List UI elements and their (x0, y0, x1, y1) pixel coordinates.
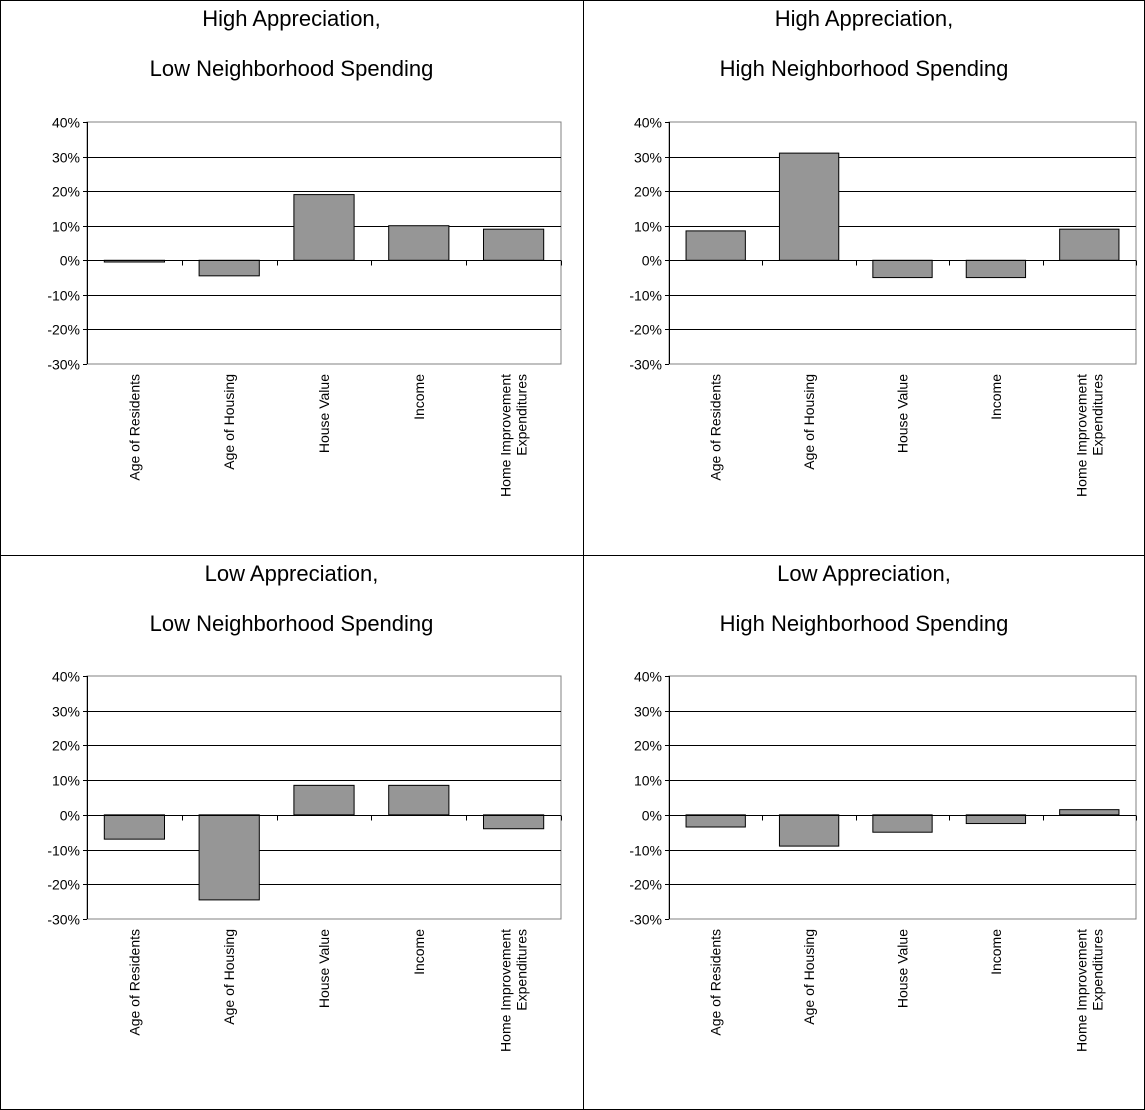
x-category-label: House Value (895, 929, 911, 1008)
bar-age-of-housing (778, 152, 840, 261)
chart-panel-high-appreciation-high-spending: High Appreciation, High Neighborhood Spe… (583, 0, 1145, 555)
x-category-label: House Value (316, 374, 332, 453)
x-category-label: House Value (316, 929, 332, 1008)
y-tick-label: 20% (52, 738, 80, 754)
x-category-label: Age of Residents (708, 929, 724, 1036)
chart-panel-high-appreciation-low-spending: High Appreciation, Low Neighborhood Spen… (0, 0, 583, 555)
y-tick-label: 10% (634, 773, 662, 789)
y-tick-label: -30% (47, 912, 80, 928)
x-category-label: Income (411, 929, 427, 975)
bar-home-improvement-expenditures (483, 228, 545, 261)
y-tick-label: -30% (629, 357, 662, 373)
chart-title-line1: High Appreciation, (774, 6, 954, 31)
y-tick-label: 20% (634, 184, 662, 200)
y-tick-label: -30% (629, 912, 662, 928)
y-tick-label: 30% (634, 704, 662, 720)
frame-horizontal-divider (0, 555, 1145, 556)
x-category-label: Home ImprovementExpenditures (1073, 374, 1105, 497)
bar-age-of-residents (103, 814, 165, 840)
bar-house-value (872, 259, 933, 279)
x-category-label: Income (988, 929, 1004, 975)
y-tick-label: 0% (60, 253, 80, 269)
y-tick-label: -10% (47, 288, 80, 304)
y-tick-label: 30% (52, 704, 80, 720)
x-category-label: House Value (895, 374, 911, 453)
y-tick-label: -20% (47, 877, 80, 893)
y-tick-label: 40% (52, 669, 80, 685)
y-tick-label: 20% (634, 738, 662, 754)
y-tick-label: -30% (47, 357, 80, 373)
x-category-label: Home ImprovementExpenditures (498, 374, 530, 497)
x-category-label: Age of Residents (126, 929, 142, 1036)
x-category-label: Age of Residents (708, 374, 724, 481)
y-tick-label: 0% (642, 253, 662, 269)
bar-income (965, 259, 1027, 279)
bar-home-improvement-expenditures (483, 814, 545, 830)
y-tick-label: -20% (629, 322, 662, 338)
chart-title-line2: High Neighborhood Spending (719, 56, 1009, 81)
bar-age-of-residents (685, 230, 746, 261)
bar-chart: 40% 30% 20% 10% 0% -10% -20% -30% Age of Residen… (47, 115, 562, 497)
bar-home-improvement-expenditures (1059, 809, 1120, 816)
bar-age-of-housing (778, 814, 840, 847)
y-tick-label: 40% (634, 115, 662, 131)
y-tick-label: 40% (52, 115, 80, 131)
y-tick-label: 30% (52, 150, 80, 166)
x-category-label: Income (988, 374, 1004, 420)
x-category-label: Age of Housing (221, 374, 237, 470)
y-tick-label: 10% (634, 219, 662, 235)
y-tick-label: -10% (629, 288, 662, 304)
y-tick-label: 10% (52, 773, 80, 789)
chart-panel-low-appreciation-high-spending: Low Appreciation, High Neighborhood Spen… (583, 555, 1145, 1110)
x-category-label: Income (411, 374, 427, 420)
x-category-label: Home ImprovementExpenditures (1073, 929, 1105, 1052)
chart-title-line2: High Neighborhood Spending (719, 611, 1009, 636)
chart-title-line1: High Appreciation, (202, 6, 381, 31)
chart-title-line2: Low Neighborhood Spending (149, 56, 434, 81)
chart-title-line1: Low Appreciation, (204, 561, 379, 586)
y-tick-label: 0% (642, 808, 662, 824)
y-tick-label: -20% (629, 877, 662, 893)
y-tick-label: 20% (52, 184, 80, 200)
y-tick-label: -10% (47, 843, 80, 859)
bar-chart: 40% 30% 20% 10% 0% -10% -20% -30% Age of Residen… (47, 669, 562, 1052)
x-category-label: Age of Housing (801, 374, 817, 470)
bar-chart: 40% 30% 20% 10% 0% -10% -20% -30% Age of Residen… (629, 115, 1137, 497)
plot-area-frame (668, 675, 1137, 920)
bar-age-of-residents (685, 814, 746, 828)
bar-income (388, 225, 450, 261)
chart-title-line1: Low Appreciation, (777, 561, 951, 586)
bar-house-value (293, 784, 355, 816)
x-category-label: Age of Housing (801, 929, 817, 1025)
frame-top-border (0, 0, 1145, 1)
x-category-label: Home ImprovementExpenditures (498, 929, 530, 1052)
bar-house-value (293, 194, 355, 261)
y-tick-label: -10% (629, 843, 662, 859)
y-tick-label: -20% (47, 322, 80, 338)
x-category-label: Age of Housing (221, 929, 237, 1025)
y-tick-label: 30% (634, 150, 662, 166)
chart-title-line2: Low Neighborhood Spending (149, 611, 434, 636)
bar-income (388, 784, 450, 816)
bar-home-improvement-expenditures (1059, 228, 1120, 261)
x-category-label: Age of Residents (126, 374, 142, 481)
y-tick-label: 10% (52, 219, 80, 235)
bar-age-of-housing (198, 814, 260, 901)
bar-age-of-housing (198, 259, 260, 277)
bar-chart: 40% 30% 20% 10% 0% -10% -20% -30% Age of Residen… (629, 669, 1137, 1052)
y-tick-label: 40% (634, 669, 662, 685)
chart-panel-low-appreciation-low-spending: Low Appreciation, Low Neighborhood Spend… (0, 555, 583, 1110)
bar-income (965, 814, 1027, 825)
y-tick-label: 0% (60, 808, 80, 824)
bar-house-value (872, 814, 933, 833)
